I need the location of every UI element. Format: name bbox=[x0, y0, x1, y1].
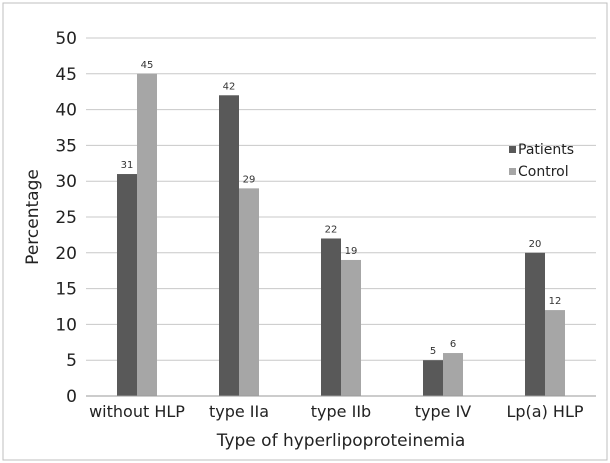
y-tick-label: 50 bbox=[55, 29, 77, 49]
data-label: 31 bbox=[121, 160, 134, 171]
y-tick-label: 5 bbox=[66, 351, 77, 371]
bar-control bbox=[545, 310, 565, 396]
bar-control bbox=[137, 73, 157, 397]
x-tick-label: Lp(a) HLP bbox=[506, 402, 583, 421]
y-tick-label: 0 bbox=[66, 387, 77, 407]
legend-swatch-control bbox=[509, 168, 516, 175]
bar-patients bbox=[525, 252, 545, 396]
data-label: 19 bbox=[345, 246, 358, 257]
y-tick-label: 25 bbox=[55, 208, 77, 228]
legend-label-control: Control bbox=[518, 164, 569, 180]
bar-control bbox=[341, 259, 361, 396]
data-label: 42 bbox=[223, 81, 236, 92]
data-label: 29 bbox=[243, 174, 256, 185]
data-label: 22 bbox=[325, 224, 338, 235]
x-tick-label: type IV bbox=[415, 402, 472, 421]
data-label: 20 bbox=[529, 239, 542, 250]
legend-swatch-patients bbox=[509, 146, 516, 153]
legend-label-patients: Patients bbox=[518, 142, 574, 158]
data-labels: 31 45 42 29 22 19 5 6 20 12 bbox=[121, 60, 562, 357]
data-label: 12 bbox=[549, 296, 562, 307]
gridlines bbox=[86, 37, 596, 361]
bar-patients bbox=[321, 238, 341, 396]
y-tick-label: 15 bbox=[55, 280, 77, 300]
y-axis-title: Percentage bbox=[23, 169, 43, 265]
bar-control bbox=[239, 188, 259, 396]
y-tick-label: 10 bbox=[55, 315, 77, 335]
x-axis-ticks: without HLP type IIa type IIb type IV Lp(a) … bbox=[89, 402, 584, 421]
data-label: 6 bbox=[450, 339, 456, 350]
data-label: 5 bbox=[430, 346, 436, 357]
y-tick-label: 30 bbox=[55, 172, 77, 192]
x-tick-label: type IIb bbox=[311, 402, 371, 421]
y-tick-label: 35 bbox=[55, 136, 77, 156]
bar-control bbox=[443, 353, 463, 396]
bar-patients bbox=[423, 360, 443, 396]
legend: Patients Control bbox=[509, 142, 574, 180]
x-tick-label: without HLP bbox=[89, 402, 185, 421]
bar-patients bbox=[117, 174, 137, 396]
x-axis-title: Type of hyperlipoproteinemia bbox=[216, 431, 466, 451]
y-tick-label: 40 bbox=[55, 101, 77, 121]
y-axis-ticks: 0 5 10 15 20 25 30 35 40 45 50 bbox=[55, 29, 77, 407]
data-label: 45 bbox=[141, 60, 154, 71]
bars bbox=[117, 73, 565, 397]
x-tick-label: type IIa bbox=[209, 402, 269, 421]
y-tick-label: 20 bbox=[55, 244, 77, 264]
bar-patients bbox=[219, 95, 239, 396]
y-tick-label: 45 bbox=[55, 65, 77, 85]
